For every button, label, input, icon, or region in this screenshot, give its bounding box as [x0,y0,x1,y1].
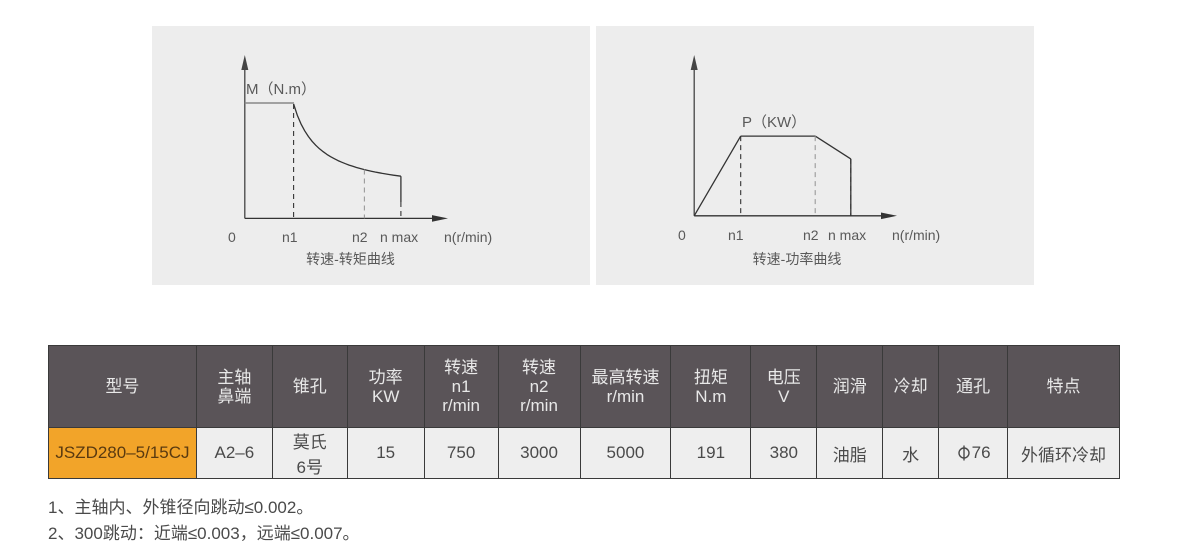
svg-text:n2: n2 [803,227,819,243]
svg-text:转速-转矩曲线: 转速-转矩曲线 [306,251,395,267]
svg-text:n max: n max [380,229,418,245]
svg-text:M（N.m）: M（N.m） [246,81,316,98]
svg-text:n2: n2 [352,229,368,245]
svg-text:n max: n max [828,227,866,243]
svg-text:n(r/min): n(r/min) [892,227,940,243]
svg-text:转速-功率曲线: 转速-功率曲线 [753,251,842,267]
svg-text:0: 0 [228,229,236,245]
svg-text:n1: n1 [282,229,298,245]
svg-text:n1: n1 [728,227,744,243]
svg-text:n(r/min): n(r/min) [444,229,492,245]
svg-text:0: 0 [678,227,686,243]
svg-text:P（KW）: P（KW） [742,114,806,131]
